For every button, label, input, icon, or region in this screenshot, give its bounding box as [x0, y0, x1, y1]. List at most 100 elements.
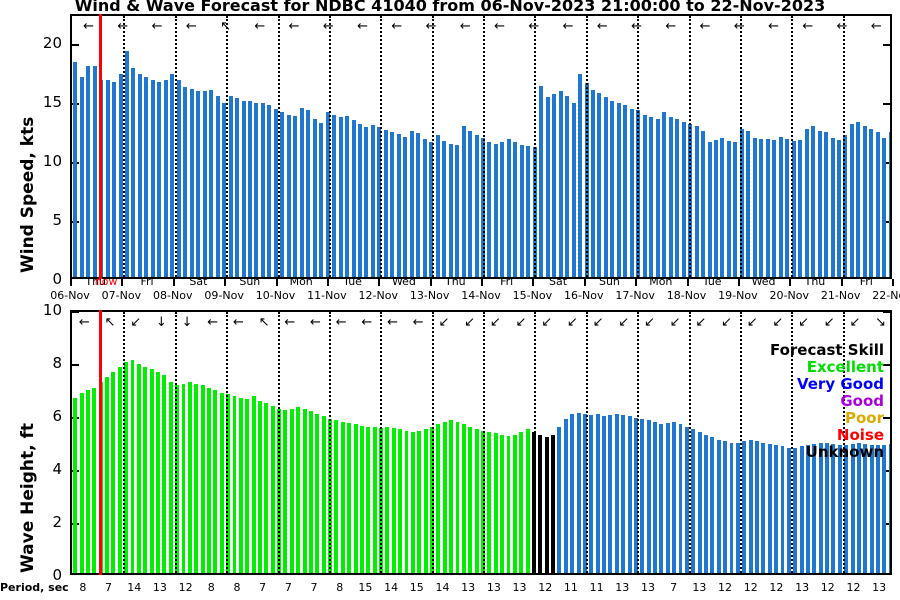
wind-bar: [222, 103, 227, 277]
wave-bar: [79, 392, 84, 573]
period-value: 12: [718, 581, 733, 594]
wave-bar: [684, 426, 689, 573]
wave-direction-arrow: ↙: [130, 315, 142, 330]
wind-bar: [603, 97, 608, 277]
period-value: 8: [207, 581, 215, 594]
wave-bar: [755, 441, 759, 573]
wind-bar: [442, 141, 447, 277]
day-of-week-label: Sun: [239, 275, 261, 288]
wave-bar: [417, 430, 422, 573]
wind-bar: [312, 119, 317, 277]
day-label: 21-Nov: [820, 289, 861, 302]
wave-bar: [187, 382, 192, 573]
wind-bar: [811, 126, 816, 277]
day-label: 11-Nov: [307, 289, 347, 302]
wave-bar: [258, 400, 262, 573]
wave-bar: [595, 413, 600, 573]
wind-bar: [370, 125, 375, 277]
wave-bar: [385, 426, 390, 573]
wave-bar: [321, 416, 326, 573]
wave-bar: [296, 407, 301, 573]
day-gridline: [534, 16, 537, 277]
day-label: 06-Nov: [50, 289, 90, 302]
day-label: 10-Nov: [255, 289, 296, 302]
wave-bar: [340, 421, 345, 573]
day-gridline: [585, 312, 588, 573]
wind-bar: [694, 126, 699, 277]
wind-bar: [92, 65, 97, 277]
wind-direction-arrow: ←: [151, 19, 163, 34]
wave-bar: [423, 429, 428, 573]
day-label: 14-Nov: [461, 289, 501, 302]
wave-bar: [124, 361, 129, 573]
wave-bar: [544, 437, 549, 573]
wind-bar: [455, 144, 460, 277]
wave-bar: [844, 445, 849, 573]
wave-bar: [461, 424, 466, 573]
wave-direction-arrow: ↙: [541, 315, 553, 330]
wave-plot-area: ← ↖ ↙ ↓ ↓ ← ← ↖ ← ← ← ← ← ← ↙ ↙ ↙ ↙ ↙ ↙ ↙ ↙ ↙ ↙ ↙ ↙ ↙ ↙ ↙ ↙ ↙ ↘: [72, 312, 890, 573]
wave-direction-arrow: ↙: [489, 315, 501, 330]
wave-bar: [799, 446, 804, 573]
day-label: 09-Nov: [204, 289, 244, 302]
wind-bar: [254, 103, 259, 277]
wind-direction-arrow: ←: [665, 19, 677, 34]
wind-bar: [739, 128, 744, 277]
wind-bar: [468, 130, 473, 277]
wind-bar: [824, 132, 829, 277]
wind-ytick-label: 0: [52, 270, 62, 288]
period-value: 7: [284, 581, 292, 594]
day-of-week-label: Sat: [549, 275, 568, 288]
wind-bar: [286, 114, 291, 277]
period-value: 13: [461, 581, 476, 594]
wind-bar: [383, 129, 388, 277]
day-of-week-label: Sat: [893, 275, 900, 288]
period-value: 12: [178, 581, 193, 594]
wave-direction-arrow: ↙: [515, 315, 527, 330]
wave-bar: [563, 419, 568, 573]
wave-bar: [404, 430, 409, 573]
wave-bar: [366, 426, 371, 573]
period-value: 14: [384, 581, 399, 594]
period-value: 12: [846, 581, 861, 594]
legend-item-unknown: Unknown: [805, 443, 884, 461]
wave-bar: [175, 385, 180, 573]
wind-bar: [500, 142, 505, 277]
wind-bar: [112, 82, 117, 277]
wave-bar: [659, 424, 664, 573]
day-gridline: [585, 16, 588, 277]
wave-direction-arrow: ↙: [618, 315, 630, 330]
wave-bar: [710, 437, 715, 573]
wind-bar: [817, 130, 822, 277]
wind-direction-arrow: ←: [459, 19, 471, 34]
wind-bar: [714, 140, 718, 277]
wind-bar: [493, 143, 498, 277]
wave-bar: [780, 446, 785, 573]
wind-bar: [720, 137, 725, 277]
wave-bar: [640, 419, 645, 573]
wind-bar: [403, 136, 408, 277]
day-gridline: [380, 16, 383, 277]
wave-bar: [391, 428, 396, 573]
wave-ytick: [72, 312, 79, 313]
wave-direction-arrow: ↙: [849, 315, 861, 330]
wind-bar: [642, 114, 647, 277]
wind-bar: [422, 138, 427, 277]
wind-ytick: [883, 103, 890, 106]
wave-bar: [506, 435, 511, 573]
wave-bar: [582, 413, 587, 573]
wave-bar: [359, 425, 364, 573]
period-value: 12: [743, 581, 758, 594]
wave-bar: [570, 413, 575, 573]
wave-ytick-label: 6: [52, 407, 62, 425]
day-tick: [737, 279, 740, 286]
wind-bar: [280, 112, 285, 277]
wind-bar: [332, 114, 337, 277]
wave-direction-arrow: ↙: [798, 315, 809, 330]
wave-bar: [576, 412, 581, 573]
day-gridline: [739, 312, 742, 573]
wave-direction-arrow: ←: [310, 315, 321, 330]
wave-bar: [735, 442, 740, 573]
wave-bar: [665, 422, 670, 573]
